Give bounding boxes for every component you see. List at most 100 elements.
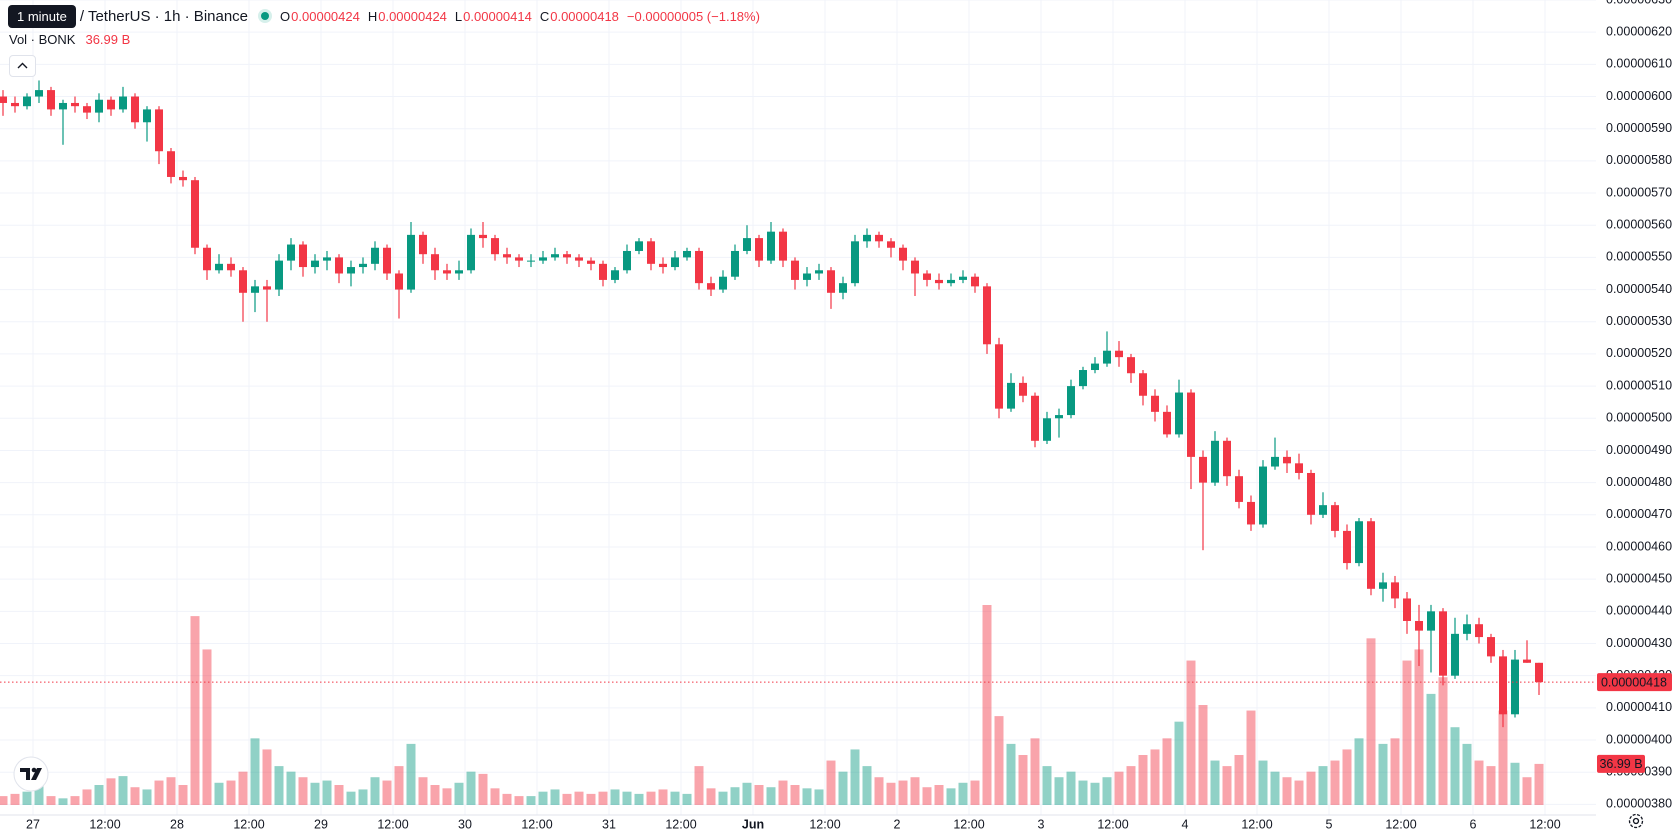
candle-body [431,254,439,271]
y-tick-label: 0.00000540 [1606,282,1672,296]
volume-title[interactable]: Vol · BONK [9,32,76,47]
candle-body [1091,363,1099,371]
volume-bar [1162,738,1172,805]
candle-body [1235,476,1243,502]
volume-bar [1318,766,1328,805]
x-tick-label: 12:00 [1385,817,1416,831]
candle-body [539,257,547,261]
market-status[interactable] [258,9,273,23]
volume-bar [1522,777,1532,805]
candle-body [575,257,583,261]
volume-bar [934,785,944,805]
volume-bar [970,780,980,805]
candle-body [587,260,595,264]
x-tick-label: 12:00 [233,817,264,831]
volume-bar [862,766,872,805]
volume-bar [430,785,440,805]
candle-body [623,250,631,271]
volume-bar [1270,771,1280,805]
candle-body [455,270,463,274]
candle-body [1283,456,1291,464]
x-tick-label: 12:00 [1241,817,1272,831]
volume-bar [298,777,308,805]
collapse-button[interactable] [9,55,36,77]
candle-body [479,234,487,239]
candle-body [803,273,811,280]
x-tick-label: 12:00 [89,817,120,831]
candle-body [1031,395,1039,441]
volume-bar [898,780,908,805]
y-tick-label: 0.00000530 [1606,314,1672,328]
volume-bar [886,782,896,805]
candle-body [683,250,691,258]
volume-bar [706,788,716,805]
legend-header: 1 minute / TetherUS · 1h · Binance O 0.00… [8,4,768,28]
candle-body [899,247,907,261]
volume-bar [154,780,164,805]
change: −0.00000005 (−1.18%) [626,8,760,24]
candle-body [767,231,775,261]
candle-body [443,270,451,274]
candle-body [1139,373,1147,396]
candle-body [791,260,799,280]
candle-body [1475,624,1483,638]
candle-body [947,279,955,284]
volume-bar [0,796,8,805]
candle-body [851,241,859,284]
candle-body [839,283,847,293]
candle-body [1103,350,1111,364]
volume-bar [1402,660,1412,805]
candle-body [983,286,991,345]
x-tick-label: 27 [26,817,40,831]
ohlc-key: L [454,8,463,24]
tradingview-logo[interactable] [13,756,49,792]
volume-bar [1114,771,1124,805]
volume-bar [1174,721,1184,805]
volume-bar [1282,777,1292,805]
candle-body [0,96,7,103]
candle-body [311,260,319,268]
y-tick-label: 0.00000570 [1606,185,1672,199]
volume-bar [1234,755,1244,805]
y-tick-label: 0.00000450 [1606,571,1672,585]
volume-bar [1222,766,1232,805]
volume-bar [214,782,224,805]
ohlc-value: 0.00000414 [463,8,532,24]
candle-body [59,102,67,110]
volume-bar [118,776,128,805]
candle-body [1199,456,1207,483]
volume-bar [586,793,596,805]
volume-bar [874,777,884,805]
volume-bar [1294,780,1304,805]
volume-bar [1330,760,1340,805]
volume-bar [610,789,620,805]
volume-bar [658,789,668,805]
candle-body [659,263,667,268]
candle-body [359,263,367,268]
volume-bar [190,616,200,805]
volume-bar [766,787,776,805]
volume-bar [322,780,332,805]
x-tick-label: Jun [742,817,764,831]
candle-body [1415,620,1423,631]
volume-bar [622,791,632,805]
candle-body [1067,386,1075,416]
candle-body [1115,350,1123,358]
volume-bar [1258,760,1268,805]
volume-bar [802,788,812,805]
y-tick-label: 0.00000430 [1606,636,1672,650]
volume-bar [46,796,56,805]
volume-bar [130,787,140,805]
volume-bar [58,798,68,805]
volume-bar [238,771,248,805]
candle-body [695,250,703,284]
settings-icon[interactable] [1628,813,1644,829]
symbol-title[interactable]: / TetherUS · 1h · Binance [79,7,249,25]
volume-bar [1342,749,1352,805]
volume-legend: Vol · BONK 36.99 B [9,32,130,47]
candle-body [1463,624,1471,634]
volume-bar [742,782,752,805]
candle-body [191,180,199,248]
candle-body [611,270,619,280]
volume-bar [346,791,356,805]
